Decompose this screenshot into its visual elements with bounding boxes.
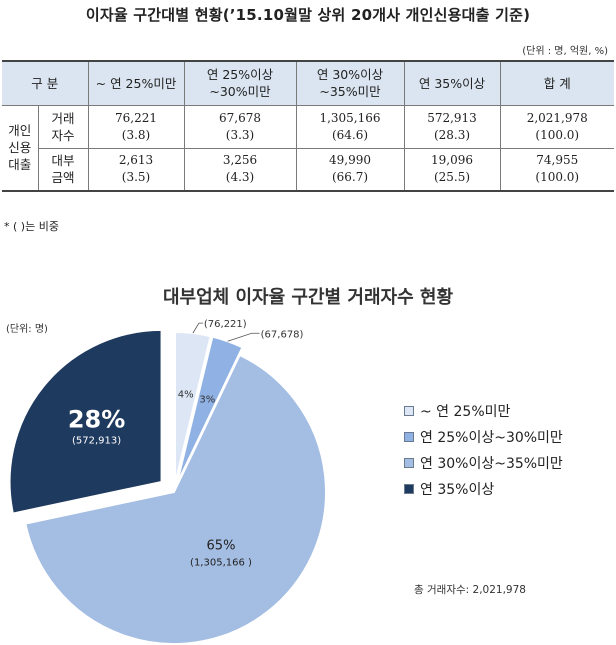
legend-swatch bbox=[404, 432, 414, 442]
legend-label: 연 25%이상~30%미만 bbox=[420, 430, 563, 446]
legend-item: 연 25%이상~30%미만 bbox=[404, 424, 563, 450]
legend-label: 연 30%이상~35%미만 bbox=[420, 456, 563, 472]
slice-percent-label: 28% bbox=[68, 405, 125, 433]
header-cell-total: 합 계 bbox=[499, 60, 614, 106]
header-cell-25-30: 연 25%이상 ~30%미만 bbox=[183, 60, 297, 106]
table-cell: 572,913 (28.3) bbox=[403, 104, 501, 149]
header-cell-over-35: 연 35%이상 bbox=[403, 60, 501, 106]
table-cell: 1,305,166 (64.6) bbox=[295, 104, 405, 149]
slice-value-label: (1,305,166 ) bbox=[190, 558, 252, 569]
slice-value-label: (76,221) bbox=[204, 319, 247, 330]
legend-label: ~ 연 25%미만 bbox=[420, 404, 511, 420]
table-cell: 2,021,978 (100.0) bbox=[499, 104, 614, 149]
slice-percent-label: 3% bbox=[199, 395, 215, 406]
table-cell: 76,221 (3.8) bbox=[87, 104, 185, 149]
table-cell: 19,096 (25.5) bbox=[403, 147, 501, 192]
chart-unit-label: (단위: 명) bbox=[6, 324, 48, 335]
legend-swatch bbox=[404, 406, 414, 416]
table-header-row: 구 분 ~ 연 25%미만 연 25%이상 ~30%미만 연 30%이상 ~35%미… bbox=[2, 60, 614, 106]
row-label-loan-amount: 대부 금액 bbox=[37, 147, 89, 192]
pie-slice bbox=[8, 328, 163, 515]
pie-slice bbox=[173, 331, 212, 485]
table-cell: 2,613 (3.5) bbox=[87, 147, 185, 192]
table-cell: 3,256 (4.3) bbox=[183, 147, 297, 192]
chart-legend: ~ 연 25%미만 연 25%이상~30%미만 연 30%이상~35%미만 연 … bbox=[404, 398, 563, 502]
legend-swatch bbox=[404, 458, 414, 468]
header-cell-category: 구 분 bbox=[2, 60, 89, 106]
slice-value-label: (572,913) bbox=[72, 435, 121, 446]
slice-percent-label: 4% bbox=[178, 389, 194, 400]
pie-chart: 4% 3% (76,221) (67,678) 65% (1,305,166 ) 28% (5… bbox=[8, 319, 327, 645]
leader-line bbox=[192, 322, 203, 334]
table-cell: 74,955 (100.0) bbox=[499, 147, 614, 192]
row-label-borrowers: 거래 자수 bbox=[37, 104, 89, 149]
chart-title: 대부업체 이자율 구간별 거래자수 현황 bbox=[162, 287, 454, 308]
group-label-cell: 개인 신용 대출 bbox=[2, 104, 39, 192]
header-cell-30-35: 연 30%이상 ~35%미만 bbox=[295, 60, 405, 106]
total-borrowers-label: 총 거래자수: 2,021,978 bbox=[414, 584, 526, 596]
rate-table: 구 분 ~ 연 25%미만 연 25%이상 ~30%미만 연 30%이상 ~35%미… bbox=[2, 60, 614, 192]
legend-swatch bbox=[404, 484, 414, 494]
slice-value-label: (67,678) bbox=[261, 329, 304, 340]
legend-item: 연 30%이상~35%미만 bbox=[404, 450, 563, 476]
table-cell: 49,990 (66.7) bbox=[295, 147, 405, 192]
footnote: * ( )는 비중 bbox=[4, 220, 59, 233]
legend-item: 연 35%이상 bbox=[404, 476, 563, 502]
table-row: 대부 금액 2,613 (3.5) 3,256 (4.3) 49,990 (66.7) … bbox=[2, 147, 614, 192]
table-cell: 67,678 (3.3) bbox=[183, 104, 297, 149]
pie-slice bbox=[24, 353, 327, 645]
leader-line bbox=[227, 332, 260, 342]
table-row: 개인 신용 대출 거래 자수 76,221 (3.8) 67,678 (3.3) 1,30… bbox=[2, 104, 614, 192]
unit-note: (단위 : 명, 억원, %) bbox=[522, 46, 608, 57]
header-cell-under-25: ~ 연 25%미만 bbox=[87, 60, 185, 106]
legend-item: ~ 연 25%미만 bbox=[404, 398, 563, 424]
legend-label: 연 35%이상 bbox=[420, 482, 495, 498]
page-title: 이자율 구간대별 현황(’15.10월말 상위 20개사 개인신용대출 기준) bbox=[85, 6, 531, 24]
slice-percent-label: 65% bbox=[207, 539, 236, 554]
